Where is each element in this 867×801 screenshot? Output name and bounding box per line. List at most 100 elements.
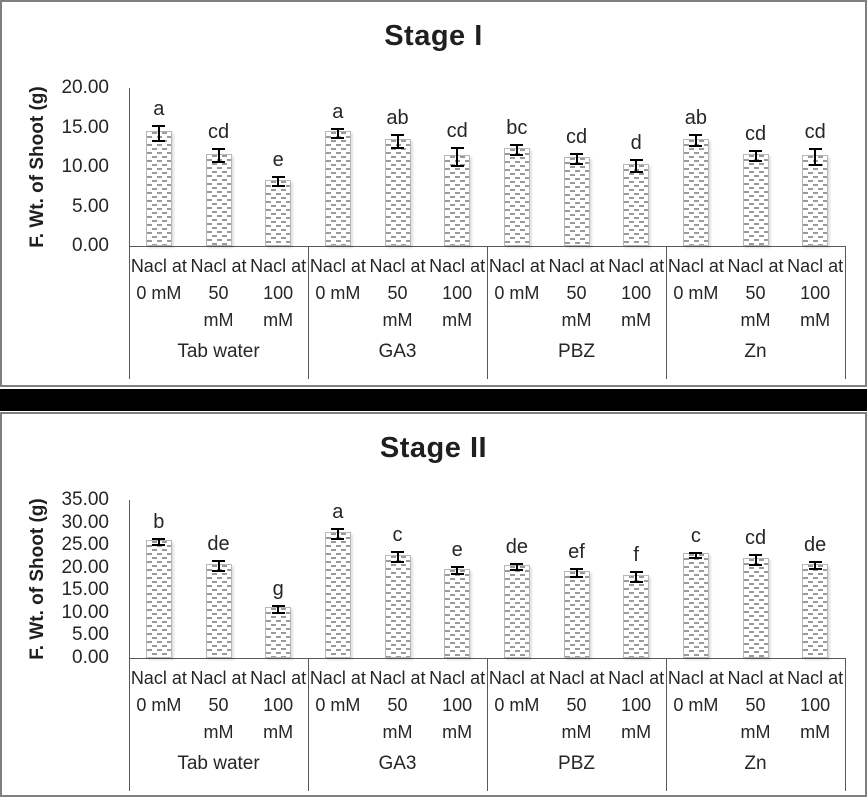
category-label-line: mM [621,310,652,330]
y-tick-label: 20.00 [61,77,109,98]
category-label-line: mM [263,310,294,330]
category-label-line: Nacl at [667,256,724,276]
category-label: Nacl at 100 mM [606,253,666,334]
category-label-line: mM [203,310,234,330]
category-label-line: 100 [442,695,473,715]
category-label-line: Nacl at [608,668,665,688]
bar [205,564,232,658]
error-bar [391,133,404,149]
bar [503,148,530,246]
category-label: Nacl at 100 mM [427,253,487,334]
group-divider-line [308,658,309,791]
category-label: Nacl at 0 mM [308,665,368,719]
category-table-right-border [845,246,846,379]
sig-letter: e [272,149,284,172]
category-label-line: Nacl at [130,668,187,688]
error-bar [331,527,345,540]
category-label-line: mM [442,310,473,330]
category-label-line: 50 [566,695,587,715]
y-tick-label: 5.00 [72,624,109,646]
category-label-line: Nacl at [548,668,605,688]
category-label-line: 0 mM [315,695,361,715]
bar [145,539,172,658]
category-label-line: mM [561,722,592,742]
sig-letter: f [633,543,639,566]
group-label: GA3 [378,753,417,774]
category-label-line: 100 [263,283,294,303]
bar [563,570,590,658]
sig-letter: cd [744,123,767,146]
error-bar [808,561,822,570]
sig-letter: de [505,535,528,558]
sig-letter: ab [386,106,409,129]
y-tick-label: 20.00 [61,556,109,578]
category-label-line: 50 [387,283,408,303]
error-bar [212,148,225,164]
category-label-line: Nacl at [488,256,545,276]
error-bar [212,560,225,572]
chart-title: Stage II [379,432,488,464]
error-bar [152,125,166,142]
y-tick-label: 30.00 [61,511,109,533]
category-label-line: 100 [621,695,652,715]
group-label: PBZ [558,753,595,774]
category-label: Nacl at 50 mM [368,253,428,334]
bar [324,531,351,658]
category-label: Nacl at 100 mM [248,253,308,334]
category-label-line: 100 [800,283,831,303]
sig-letter: g [272,578,284,601]
error-bar [391,551,404,564]
category-label-line: 50 [745,283,766,303]
category-label-line: 50 [566,283,587,303]
category-label-line: mM [621,722,652,742]
group-label: GA3 [378,341,417,362]
category-label-line: Nacl at [608,256,665,276]
error-bar [570,567,583,579]
sig-letter: cd [565,125,588,148]
sig-letter: b [153,510,165,533]
sig-letter: e [451,538,463,561]
category-label: Nacl at 50 mM [547,665,607,746]
y-axis-line [129,88,130,379]
sig-letter: de [207,533,230,556]
category-label-line: 100 [263,695,294,715]
category-label-line: 50 [387,695,408,715]
bar [145,131,172,246]
y-axis-line [129,500,130,791]
sig-letter: a [332,100,344,123]
bar [324,131,351,246]
error-bar [629,570,643,583]
category-label-line: 0 mM [494,695,540,715]
error-bar [749,553,762,566]
group-label: Tab water [177,341,260,362]
category-label-line: 0 mM [673,695,719,715]
bar [384,555,411,658]
sig-letter: a [332,500,344,523]
sig-letter: cd [446,120,468,143]
bar [682,553,709,658]
category-label-line: mM [740,722,771,742]
category-label: Nacl at 100 mM [427,665,487,746]
category-label-line: Nacl at [369,668,426,688]
category-label-line: Nacl at [309,256,366,276]
category-label-line: Nacl at [190,256,247,276]
error-bar [689,551,703,559]
group-label: Zn [744,341,767,362]
category-label-line: mM [442,722,473,742]
group-divider-line [666,658,667,791]
y-tick-label: 0.00 [72,647,109,668]
bar [623,163,650,246]
category-label: Nacl at 0 mM [129,665,189,719]
y-tick-label: 5.00 [72,195,109,217]
error-bar [689,133,703,148]
bar [563,156,590,246]
category-label-line: 0 mM [136,695,182,715]
category-label: Nacl at 0 mM [487,253,547,307]
bar [444,568,471,658]
category-label-line: 100 [621,283,652,303]
sig-letter: c [690,524,701,547]
bar [802,563,829,658]
category-label-line: Nacl at [488,668,545,688]
error-bar [808,148,822,167]
y-tick-label: 0.00 [72,235,109,256]
